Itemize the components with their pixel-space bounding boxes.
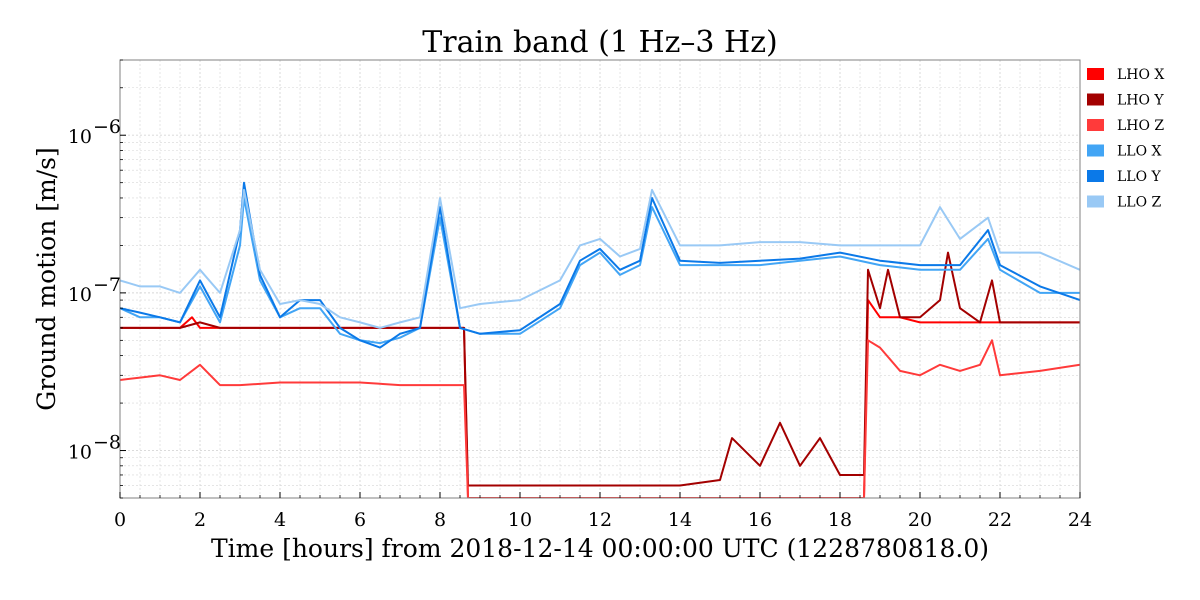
legend: LHO X LHO Y LHO Z LLO X LLO Y LLO Z: [1087, 67, 1164, 211]
legend-label: LHO X: [1117, 67, 1164, 83]
chart-title: Train band (1 Hz–3 Hz): [422, 25, 777, 60]
y-tick-exponent: −7: [93, 274, 121, 296]
legend-swatch: [1087, 170, 1104, 182]
y-tick-label: 10: [68, 284, 92, 306]
y-tick-label: 10: [68, 126, 92, 148]
x-tick-label: 18: [828, 509, 852, 531]
legend-swatch: [1087, 68, 1104, 80]
series-line-lho-z: [120, 339, 1080, 498]
x-tick-label: 8: [434, 509, 446, 531]
series-line-lho-y: [120, 251, 1080, 487]
x-tick-label: 20: [908, 509, 932, 531]
y-axis-title: Ground motion [m/s]: [32, 147, 61, 411]
y-tick-exponent: −6: [93, 116, 121, 138]
x-tick-label: 0: [114, 509, 126, 531]
x-tick-label: 16: [748, 509, 772, 531]
x-tick-label: 24: [1068, 509, 1092, 531]
series-line-llo-z: [120, 188, 1080, 329]
legend-swatch: [1087, 119, 1104, 131]
legend-swatch: [1087, 144, 1104, 157]
x-tick-label: 10: [508, 509, 532, 531]
legend-label: LHO Z: [1117, 118, 1164, 134]
x-tick-label: 14: [668, 509, 692, 531]
legend-label: LHO Y: [1117, 93, 1164, 109]
legend-label: LLO Z: [1117, 195, 1162, 211]
x-axis-title: Time [hours] from 2018-12-14 00:00:00 UT…: [211, 534, 989, 563]
legend-label: LLO Y: [1117, 169, 1162, 185]
x-tick-label: 4: [274, 509, 286, 531]
series-line-lho-x: [120, 299, 1080, 498]
x-tick-label: 12: [588, 509, 612, 531]
y-tick-exponent: −8: [93, 432, 121, 454]
legend-swatch: [1087, 195, 1104, 208]
series-layer: [120, 181, 1080, 498]
y-tick-label: 10: [68, 442, 92, 464]
x-tick-label: 6: [354, 509, 366, 531]
x-tick-label: 2: [194, 509, 206, 531]
legend-swatch: [1087, 93, 1104, 106]
x-tick-label: 22: [988, 509, 1012, 531]
grid: [119, 59, 1081, 499]
legend-label: LLO X: [1117, 144, 1162, 160]
